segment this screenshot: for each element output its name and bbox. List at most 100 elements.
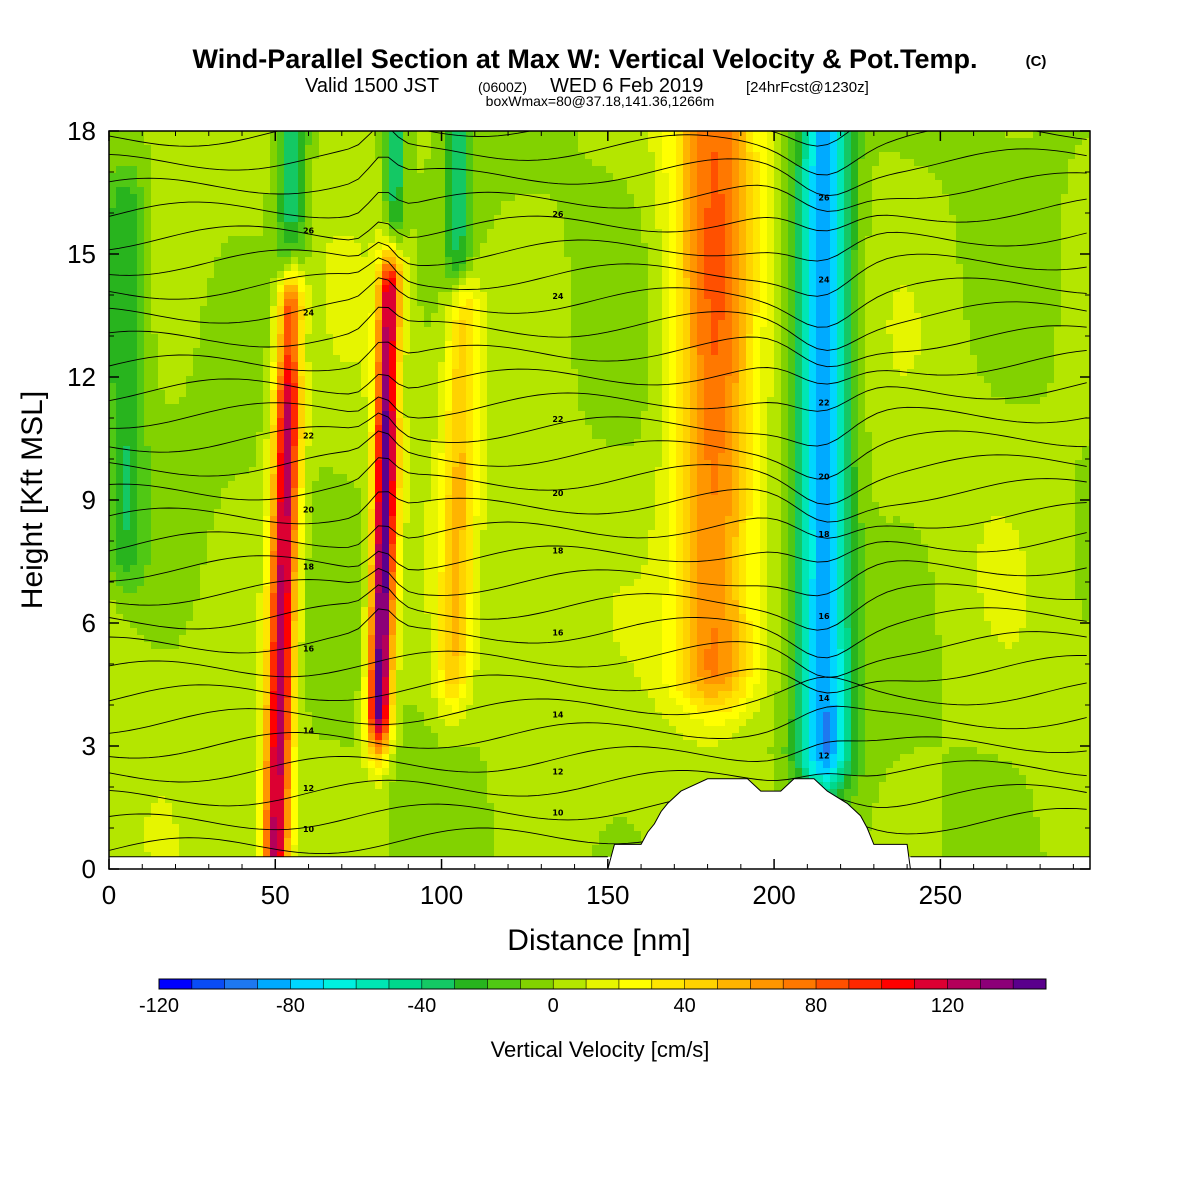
heatmap-cell (788, 348, 796, 356)
heatmap-cell (186, 257, 194, 265)
heatmap-cell (585, 138, 593, 146)
heatmap-cell (130, 208, 138, 216)
heatmap-cell (249, 215, 257, 223)
heatmap-cell (627, 355, 635, 363)
heatmap-cell (130, 152, 138, 160)
heatmap-cell (347, 341, 355, 349)
heatmap-cell (662, 355, 670, 363)
heatmap-cell (809, 201, 817, 209)
heatmap-cell (466, 236, 474, 244)
heatmap-cell (151, 292, 159, 300)
heatmap-cell (326, 257, 334, 265)
heatmap-cell (424, 131, 432, 139)
heatmap-cell (746, 362, 754, 370)
heatmap-cell (935, 250, 943, 258)
heatmap-cell (529, 264, 537, 272)
heatmap-cell (704, 306, 712, 314)
heatmap-cell (865, 271, 873, 279)
heatmap-cell (179, 285, 187, 293)
heatmap-cell (543, 208, 551, 216)
heatmap-cell (893, 152, 901, 160)
heatmap-cell (487, 215, 495, 223)
heatmap-cell (249, 278, 257, 286)
heatmap-cell (326, 362, 334, 370)
heatmap-cell (886, 348, 894, 356)
heatmap-cell (144, 201, 152, 209)
heatmap-cell (1012, 229, 1020, 237)
heatmap-cell (718, 201, 726, 209)
heatmap-cell (501, 250, 509, 258)
heatmap-cell (298, 264, 306, 272)
heatmap-cell (1054, 327, 1062, 335)
heatmap-cell (130, 376, 138, 384)
heatmap-cell (585, 327, 593, 335)
heatmap-cell (361, 250, 369, 258)
heatmap-cell (501, 166, 509, 174)
heatmap-cell (263, 159, 271, 167)
heatmap-cell (235, 257, 243, 265)
heatmap-cell (508, 208, 516, 216)
heatmap-cell (277, 334, 285, 342)
heatmap-cell (438, 285, 446, 293)
heatmap-cell (410, 222, 418, 230)
heatmap-cell (956, 278, 964, 286)
heatmap-cell (137, 285, 145, 293)
heatmap-cell (172, 299, 180, 307)
heatmap-cell (382, 313, 390, 321)
heatmap-cell (963, 355, 971, 363)
heatmap-cell (480, 278, 488, 286)
heatmap-cell (1061, 341, 1069, 349)
heatmap-cell (711, 180, 719, 188)
heatmap-cell (641, 334, 649, 342)
heatmap-cell (823, 334, 831, 342)
heatmap-cell (410, 362, 418, 370)
heatmap-cell (424, 215, 432, 223)
heatmap-cell (718, 362, 726, 370)
heatmap-cell (1005, 229, 1013, 237)
heatmap-cell (130, 166, 138, 174)
heatmap-cell (186, 180, 194, 188)
heatmap-cell (613, 194, 621, 202)
heatmap-cell (683, 313, 691, 321)
heatmap-cell (214, 250, 222, 258)
heatmap-cell (270, 334, 278, 342)
heatmap-cell (963, 299, 971, 307)
heatmap-cell (284, 313, 292, 321)
heatmap-cell (935, 362, 943, 370)
heatmap-cell (522, 355, 530, 363)
heatmap-cell (893, 250, 901, 258)
heatmap-cell (592, 362, 600, 370)
heatmap-cell (319, 341, 327, 349)
heatmap-cell (1019, 152, 1027, 160)
heatmap-cell (452, 180, 460, 188)
heatmap-cell (732, 257, 740, 265)
heatmap-cell (508, 166, 516, 174)
heatmap-cell (753, 348, 761, 356)
heatmap-cell (809, 313, 817, 321)
heatmap-cell (431, 278, 439, 286)
heatmap-cell (522, 166, 530, 174)
heatmap-cell (1019, 369, 1027, 377)
heatmap-cell (774, 257, 782, 265)
heatmap-cell (1040, 243, 1048, 251)
heatmap-cell (445, 145, 453, 153)
heatmap-cell (235, 320, 243, 328)
heatmap-cell (361, 159, 369, 167)
heatmap-cell (172, 271, 180, 279)
heatmap-cell (431, 208, 439, 216)
heatmap-cell (711, 369, 719, 377)
heatmap-cell (893, 306, 901, 314)
heatmap-cell (494, 341, 502, 349)
heatmap-cell (865, 341, 873, 349)
heatmap-cell (270, 362, 278, 370)
heatmap-cell (851, 341, 859, 349)
heatmap-cell (410, 285, 418, 293)
heatmap-cell (1005, 166, 1013, 174)
heatmap-cell (536, 292, 544, 300)
heatmap-cell (221, 250, 229, 258)
heatmap-cell (669, 355, 677, 363)
heatmap-cell (312, 173, 320, 181)
heatmap-cell (256, 138, 264, 146)
heatmap-cell (984, 306, 992, 314)
heatmap-cell (116, 215, 124, 223)
